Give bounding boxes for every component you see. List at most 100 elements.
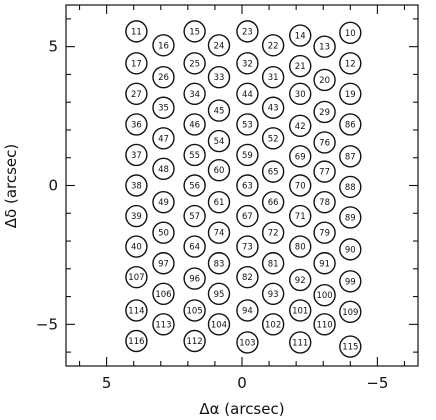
y-tick-label: 5 — [48, 38, 58, 56]
fiber-circle — [339, 270, 362, 293]
fiber-circle — [236, 113, 259, 136]
fiber-number-label: 30 — [295, 90, 306, 100]
fiber-38: 38 — [125, 174, 148, 197]
fiber-24: 24 — [207, 34, 231, 57]
fiber-number-label: 17 — [131, 59, 142, 69]
fiber-number-label: 47 — [158, 134, 169, 144]
fiber-101: 101 — [289, 299, 312, 322]
fiber-27: 27 — [125, 82, 148, 106]
fiber-circle — [152, 127, 175, 150]
fiber-number-label: 43 — [268, 104, 279, 114]
fiber-40: 40 — [125, 235, 148, 258]
fiber-21: 21 — [289, 54, 312, 78]
fiber-circle — [313, 313, 336, 336]
fiber-circle — [125, 204, 148, 228]
fiber-99: 99 — [339, 270, 362, 293]
fiber-34: 34 — [183, 82, 206, 106]
fiber-number-label: 32 — [242, 59, 253, 69]
fiber-88: 88 — [339, 175, 362, 199]
fiber-number-label: 74 — [214, 229, 225, 239]
fiber-number-label: 12 — [345, 59, 356, 69]
fiber-23: 23 — [236, 20, 259, 43]
fiber-115: 115 — [339, 335, 362, 358]
x-tick-label: 0 — [237, 374, 247, 392]
fiber-91: 91 — [313, 252, 336, 275]
fiber-10: 10 — [339, 21, 362, 44]
fiber-circle — [207, 282, 231, 305]
fiber-number-label: 65 — [268, 168, 279, 178]
fiber-circle — [261, 313, 285, 336]
fiber-30: 30 — [289, 82, 312, 106]
fiber-circle — [339, 175, 362, 199]
fiber-circle — [125, 113, 148, 136]
fiber-53: 53 — [236, 113, 259, 136]
fiber-number-label: 57 — [189, 212, 200, 222]
fiber-number-label: 21 — [295, 62, 306, 72]
fiber-81: 81 — [261, 252, 285, 275]
fiber-circle — [152, 190, 175, 214]
fiber-110: 110 — [313, 313, 336, 336]
fiber-number-label: 82 — [242, 273, 253, 283]
fiber-circle — [207, 190, 231, 214]
fiber-29: 29 — [313, 100, 336, 124]
x-tick-label: −5 — [366, 374, 388, 392]
fiber-circle — [289, 331, 312, 354]
fiber-14: 14 — [289, 24, 312, 47]
fiber-number-label: 56 — [189, 182, 200, 192]
fiber-number-label: 93 — [268, 290, 279, 300]
fiber-35: 35 — [152, 96, 175, 119]
fiber-circle — [261, 221, 285, 244]
fiber-circle — [261, 160, 285, 183]
fiber-22: 22 — [261, 34, 285, 57]
fiber-87: 87 — [339, 145, 362, 168]
fiber-circle — [261, 127, 285, 150]
fiber-number-label: 14 — [295, 32, 306, 42]
fiber-number-label: 26 — [158, 73, 169, 83]
fiber-circle — [183, 174, 206, 197]
fiber-59: 59 — [236, 143, 259, 167]
fiber-106: 106 — [152, 282, 175, 305]
fiber-number-label: 59 — [242, 151, 253, 161]
fiber-number-label: 77 — [319, 168, 330, 178]
fiber-circle — [207, 221, 231, 244]
fiber-circle — [183, 20, 206, 43]
fiber-17: 17 — [125, 52, 148, 75]
fiber-16: 16 — [152, 34, 175, 57]
fiber-number-label: 53 — [242, 120, 253, 130]
fiber-number-label: 113 — [155, 320, 171, 330]
fiber-circle — [339, 145, 362, 168]
fiber-circle — [152, 96, 175, 119]
fiber-circle — [313, 100, 336, 124]
fiber-circle — [183, 52, 206, 75]
fiber-number-label: 60 — [214, 166, 225, 176]
fiber-93: 93 — [261, 282, 285, 305]
fiber-102: 102 — [261, 313, 285, 336]
fiber-number-label: 11 — [131, 27, 142, 37]
y-tick-label: −5 — [36, 315, 58, 333]
fiber-number-label: 81 — [268, 259, 279, 269]
fiber-number-label: 76 — [319, 138, 330, 148]
fiber-37: 37 — [125, 143, 148, 167]
fiber-71: 71 — [289, 204, 312, 228]
fiber-circle — [261, 34, 285, 57]
fiber-circle — [289, 82, 312, 106]
fiber-circle — [236, 143, 259, 167]
fiber-105: 105 — [183, 299, 206, 322]
fiber-number-label: 106 — [155, 290, 171, 300]
fiber-circle — [339, 335, 362, 358]
fiber-markers: 11 16 15 24 23 22 14 13 10 17 25 32 21 12 26 33 31 20 27 34… — [125, 20, 362, 358]
fiber-36: 36 — [125, 113, 148, 136]
fiber-circle — [207, 65, 231, 89]
fiber-number-label: 70 — [295, 182, 306, 192]
fiber-80: 80 — [289, 235, 312, 258]
fiber-number-label: 23 — [242, 27, 253, 37]
fiber-circle — [207, 129, 231, 153]
fiber-86: 86 — [339, 113, 362, 136]
fiber-circle — [207, 34, 231, 57]
fiber-number-label: 49 — [158, 198, 169, 208]
fiber-number-label: 92 — [295, 276, 306, 286]
fiber-number-label: 61 — [214, 198, 225, 208]
fiber-circle — [289, 145, 312, 168]
fiber-number-label: 102 — [265, 320, 281, 330]
